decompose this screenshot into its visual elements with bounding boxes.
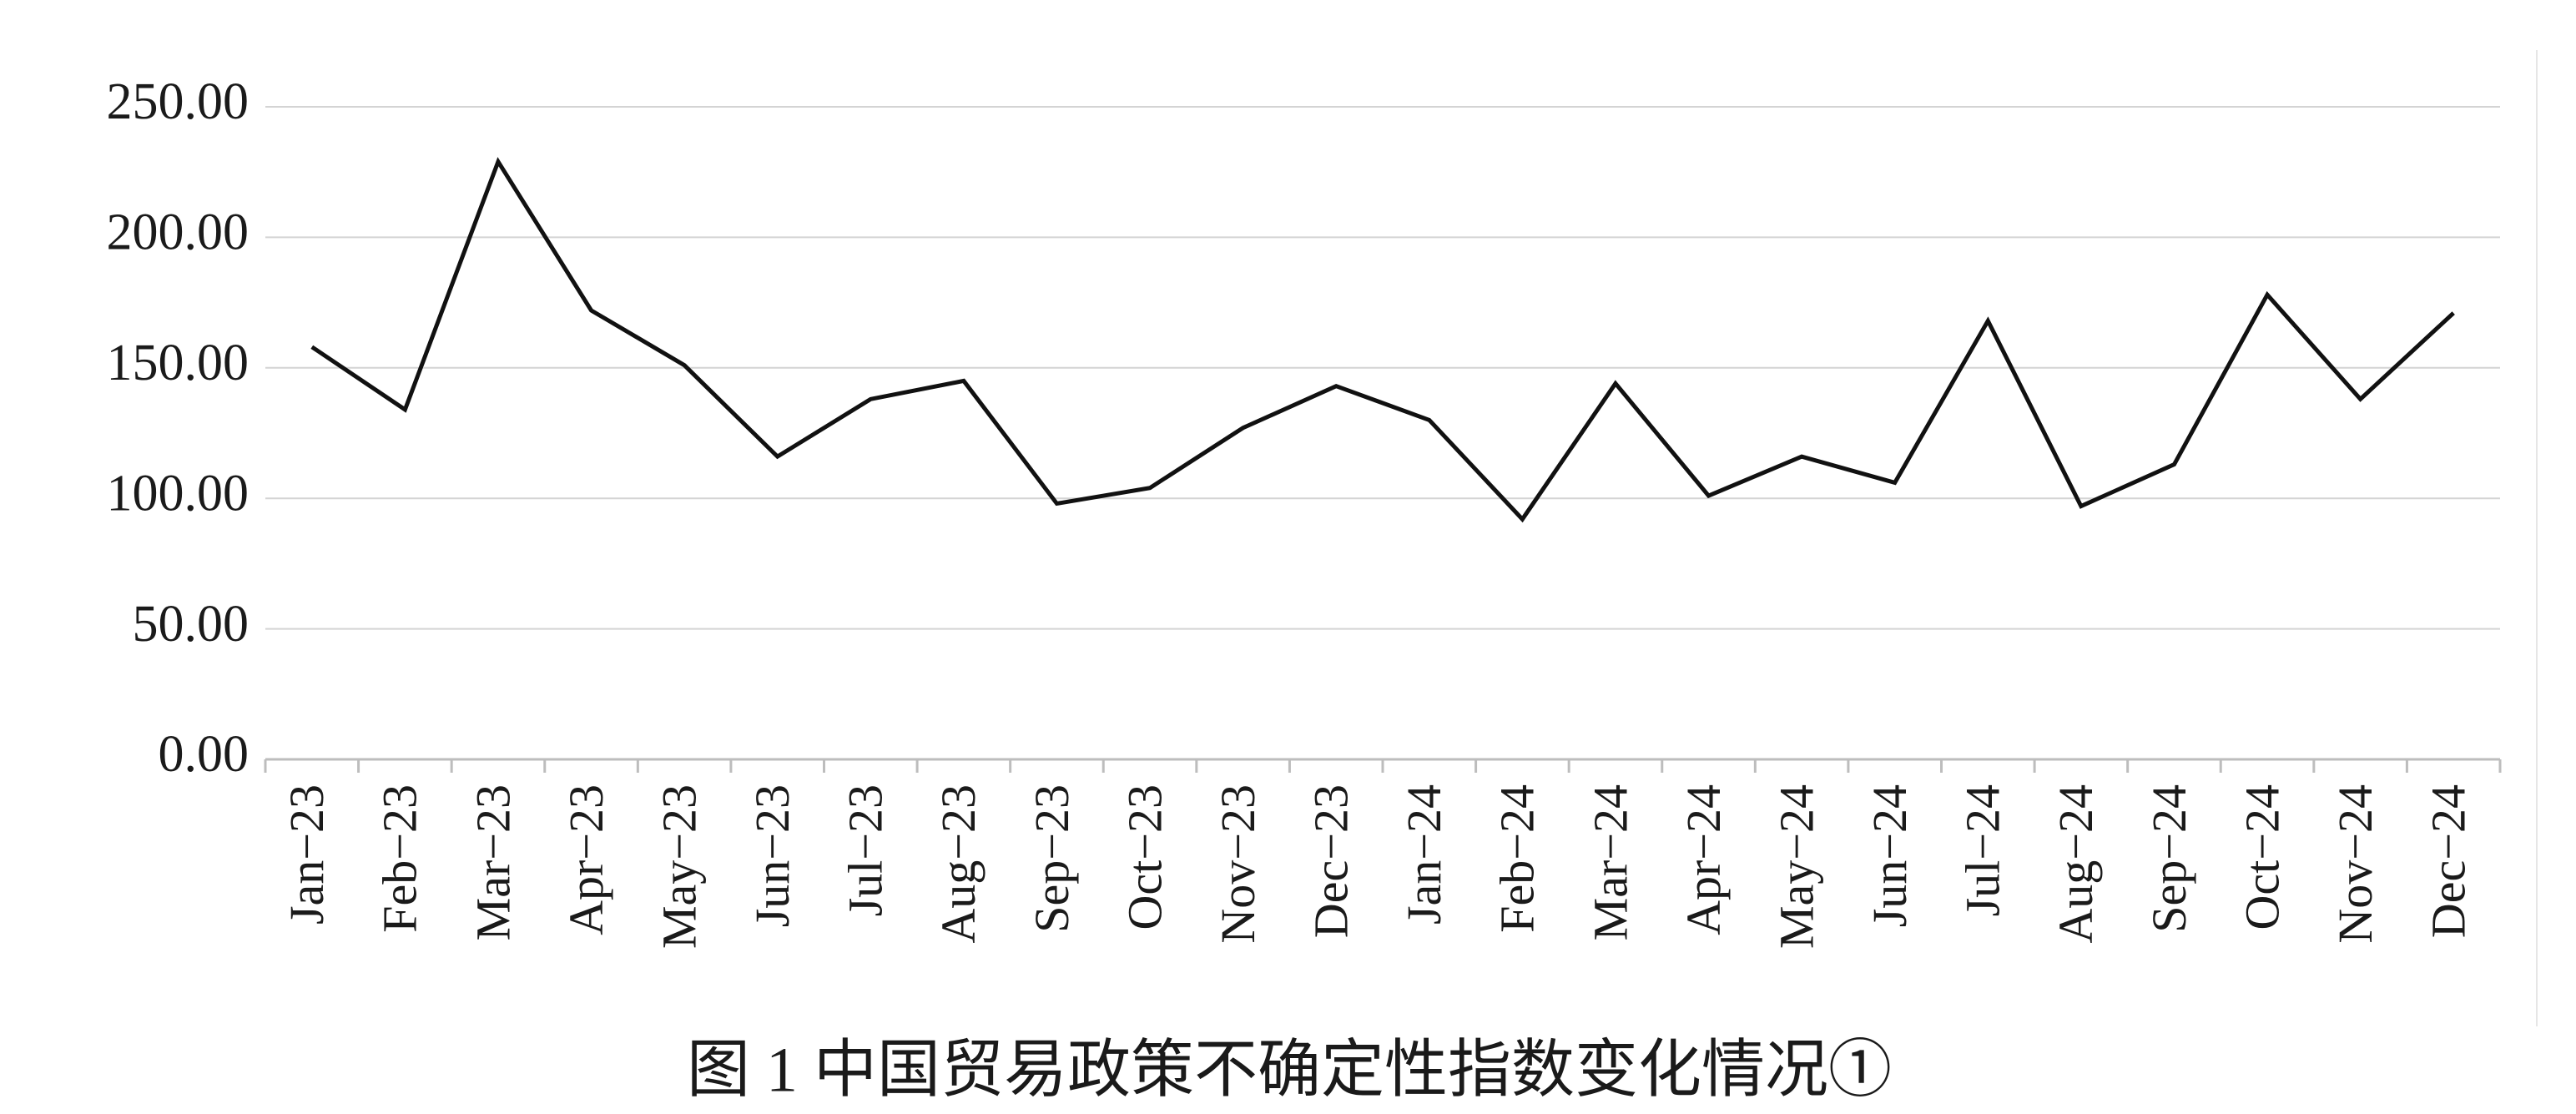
- x-tick-label: Dec−24: [2422, 784, 2476, 938]
- x-tick-label: Feb−23: [373, 784, 427, 933]
- x-tick-label: Apr−24: [1676, 784, 1731, 935]
- y-tick-label: 50.00: [133, 596, 250, 653]
- x-tick-label: Feb−24: [1490, 784, 1545, 933]
- y-tick-label: 100.00: [107, 465, 250, 522]
- x-tick-label: Nov−23: [1211, 784, 1265, 944]
- chart-title: 图 1 中国贸易政策不确定性指数变化情况①: [687, 1035, 1892, 1105]
- x-tick-label: Dec−23: [1304, 784, 1359, 938]
- x-tick-label: Mar−24: [1583, 784, 1637, 940]
- x-tick-label: Aug−24: [2049, 784, 2103, 944]
- x-tick-label: Jul−23: [839, 784, 893, 916]
- x-tick-label: Aug−23: [931, 784, 986, 944]
- x-tick-label: May−24: [1769, 784, 1823, 949]
- x-tick-label: Jun−23: [745, 784, 799, 927]
- data-line: [310, 157, 2455, 523]
- y-tick-label: 200.00: [107, 204, 250, 261]
- y-tick-label: 0.00: [159, 726, 250, 783]
- x-tick-label: Oct−24: [2235, 784, 2289, 930]
- x-tick-label: Jun−24: [1863, 784, 1917, 927]
- x-tick-label: Apr−23: [559, 784, 613, 935]
- x-tick-label: Mar−23: [466, 784, 520, 940]
- x-tick-label: Jul−24: [1956, 784, 2010, 916]
- x-tick-label: Oct−23: [1117, 784, 1172, 930]
- x-tick-label: Sep−23: [1025, 784, 1079, 933]
- x-tick-label: Jan−24: [1397, 784, 1451, 925]
- y-tick-label: 150.00: [107, 335, 250, 391]
- y-tick-label: 250.00: [107, 73, 250, 130]
- x-tick-label: Sep−24: [2142, 784, 2196, 933]
- x-tick-label: Nov−24: [2328, 784, 2382, 944]
- x-tick-label: May−23: [652, 784, 706, 949]
- x-tick-label: Jan−23: [280, 784, 334, 925]
